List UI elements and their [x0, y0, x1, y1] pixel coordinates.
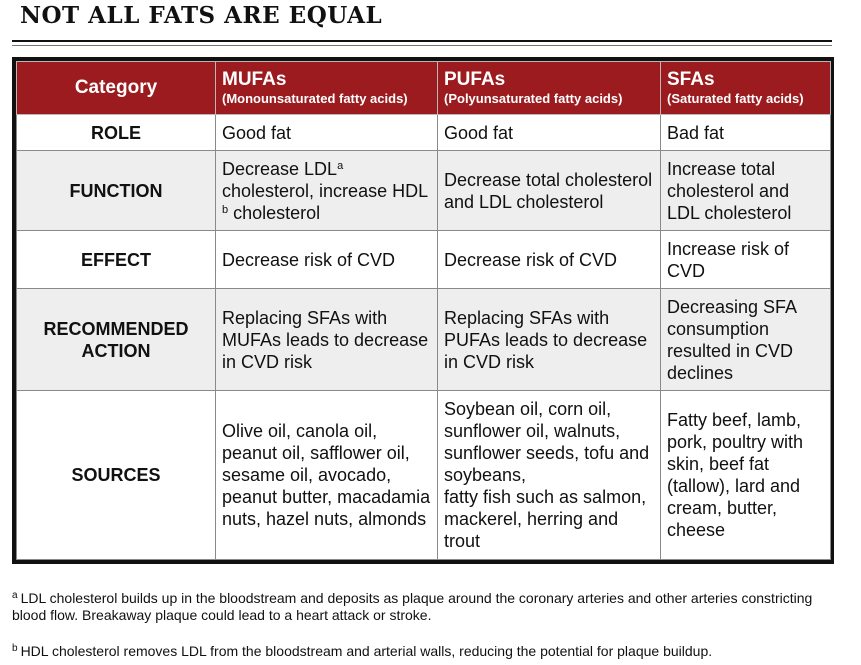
table-row-effect: EFFECT Decrease risk of CVD Decrease ris…: [16, 230, 831, 289]
row-label-function: FUNCTION: [16, 150, 216, 231]
cell-function-sfa: Increase total cholesterol and LDL chole…: [660, 150, 831, 231]
cell-sources-mufa: Olive oil, canola oil, peanut oil, saffl…: [215, 390, 438, 560]
row-label-action-line1: RECOMMENDED: [43, 318, 189, 339]
footnote-ref-a: a: [337, 159, 344, 172]
footnote-b: b HDL cholesterol removes LDL from the bl…: [12, 643, 847, 660]
header-sfas: SFAs (Saturated fatty acids): [660, 61, 831, 115]
cell-role-pufa: Good fat: [437, 114, 661, 151]
function-mufa-text-2: cholesterol, increase HDL: [222, 180, 428, 201]
sources-pufa-line1: Soybean oil, corn oil, sunflower oil, wa…: [444, 399, 650, 485]
footnote-b-text: HDL cholesterol removes LDL from the blo…: [20, 643, 713, 659]
table-row-action: RECOMMENDED ACTION Replacing SFAs with M…: [16, 288, 831, 391]
row-label-effect: EFFECT: [16, 230, 216, 289]
footnote-a-mark: a: [12, 590, 18, 601]
cell-effect-sfa: Increase risk of CVD: [660, 230, 831, 289]
title-divider: [12, 40, 832, 42]
cell-function-pufa: Decrease total cholesterol and LDL chole…: [437, 150, 661, 231]
header-mufas-name: MUFAs: [222, 69, 287, 90]
footnote-a: a LDL cholesterol builds up in the bloods…: [12, 590, 847, 624]
table-header-row: Category MUFAs (Monounsaturated fatty ac…: [16, 61, 831, 115]
page-title: NOT ALL FATS ARE EQUAL: [20, 2, 383, 29]
cell-role-mufa: Good fat: [215, 114, 438, 151]
footnote-a-text: LDL cholesterol builds up in the bloodst…: [12, 590, 813, 623]
header-pufas: PUFAs (Polyunsaturated fatty acids): [437, 61, 661, 115]
header-category: Category: [16, 61, 216, 115]
footnote-b-mark: b: [12, 643, 18, 654]
row-label-action: RECOMMENDED ACTION: [16, 288, 216, 391]
sources-pufa-line2: fatty fish such as salmon, mackerel, her…: [444, 487, 647, 551]
header-mufas-sub: (Monounsaturated fatty acids): [222, 91, 408, 106]
cell-action-sfa: Decreasing SFA consumption resulted in C…: [660, 288, 831, 391]
fats-comparison-table: Category MUFAs (Monounsaturated fatty ac…: [16, 61, 831, 560]
footnote-ref-b: b: [222, 203, 229, 216]
cell-function-mufa: Decrease LDLa cholesterol, increase HDL …: [215, 150, 438, 231]
title-divider-thin: [12, 45, 832, 46]
cell-sources-sfa: Fatty beef, lamb, pork, poultry with ski…: [660, 390, 831, 560]
cell-effect-mufa: Decrease risk of CVD: [215, 230, 438, 289]
cell-action-pufa: Replacing SFAs with PUFAs leads to decre…: [437, 288, 661, 391]
header-pufas-name: PUFAs: [444, 69, 506, 90]
function-mufa-text-1: Decrease LDL: [222, 158, 338, 179]
cell-action-mufa: Replacing SFAs with MUFAs leads to decre…: [215, 288, 438, 391]
row-label-role: ROLE: [16, 114, 216, 151]
table-row-role: ROLE Good fat Good fat Bad fat: [16, 114, 831, 151]
table-row-function: FUNCTION Decrease LDLa cholesterol, incr…: [16, 150, 831, 231]
header-mufas: MUFAs (Monounsaturated fatty acids): [215, 61, 438, 115]
cell-sources-pufa: Soybean oil, corn oil, sunflower oil, wa…: [437, 390, 661, 560]
header-pufas-sub: (Polyunsaturated fatty acids): [444, 91, 623, 106]
row-label-sources: SOURCES: [16, 390, 216, 560]
header-sfas-sub: (Saturated fatty acids): [667, 91, 804, 106]
cell-effect-pufa: Decrease risk of CVD: [437, 230, 661, 289]
row-label-action-line2: ACTION: [81, 340, 151, 361]
header-sfas-name: SFAs: [667, 69, 715, 90]
cell-role-sfa: Bad fat: [660, 114, 831, 151]
fats-table-frame: Category MUFAs (Monounsaturated fatty ac…: [12, 57, 834, 564]
function-mufa-text-3: cholesterol: [228, 202, 321, 223]
table-row-sources: SOURCES Olive oil, canola oil, peanut oi…: [16, 390, 831, 560]
